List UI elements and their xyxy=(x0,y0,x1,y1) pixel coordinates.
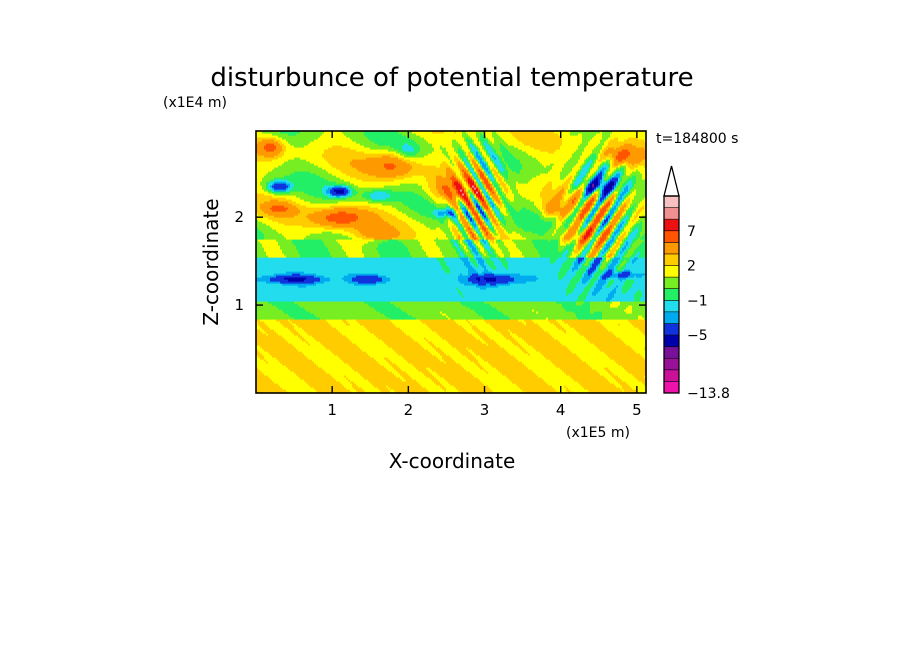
contour-field xyxy=(256,131,647,394)
time-label: t=184800 s xyxy=(656,131,738,147)
chart-title: disturbunce of potential temperature xyxy=(210,63,693,93)
y-unit-label: (x1E4 m) xyxy=(163,95,227,111)
